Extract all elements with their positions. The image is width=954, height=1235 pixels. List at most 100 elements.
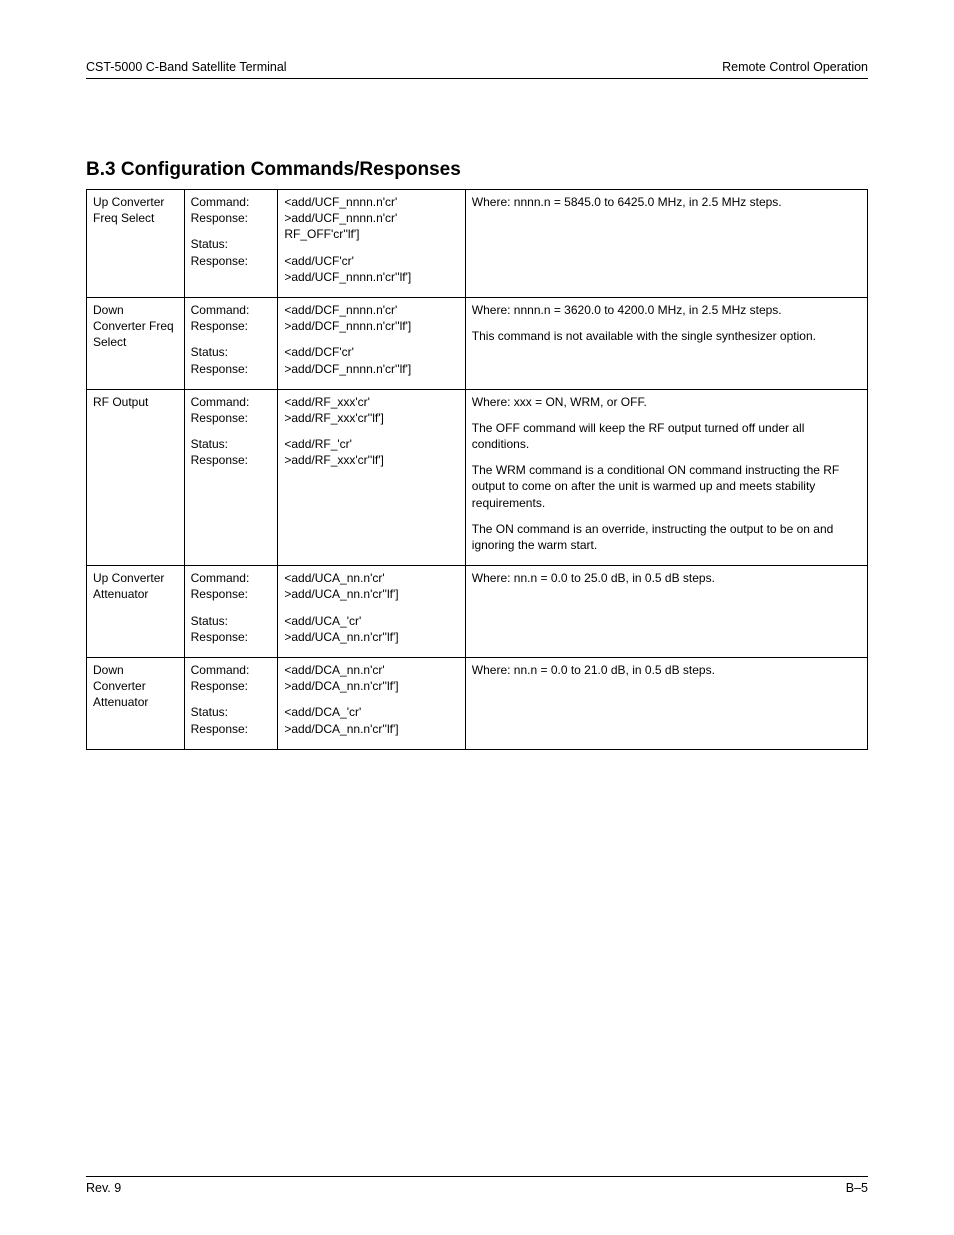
syntax-line: <add/DCA_'cr' — [284, 704, 458, 720]
label-block: Status:Response: — [191, 436, 272, 468]
syntax-block: <add/DCA_nn.n'cr'>add/DCA_nn.n'cr''lf'] — [284, 662, 458, 694]
syntax-block: <add/UCA_'cr'>add/UCA_nn.n'cr''lf'] — [284, 613, 458, 645]
syntax-block: <add/DCA_'cr'>add/DCA_nn.n'cr''lf'] — [284, 704, 458, 736]
row-labels: Command:Response:Status:Response: — [184, 389, 278, 566]
label-line: Response: — [191, 629, 272, 645]
row-description: Where: xxx = ON, WRM, or OFF. The OFF com… — [465, 389, 867, 566]
row-description: Where: nn.n = 0.0 to 21.0 dB, in 0.5 dB … — [465, 657, 867, 749]
label-block: Command:Response: — [191, 662, 272, 694]
label-line: Command: — [191, 570, 272, 586]
label-line: Command: — [191, 394, 272, 410]
table-row: Down Converter Freq SelectCommand:Respon… — [87, 297, 868, 389]
label-block: Status:Response: — [191, 613, 272, 645]
row-syntax: <add/DCF_nnnn.n'cr'>add/DCF_nnnn.n'cr''l… — [278, 297, 465, 389]
row-syntax: <add/UCA_nn.n'cr'>add/UCA_nn.n'cr''lf']<… — [278, 566, 465, 658]
syntax-line: >add/DCF_nnnn.n'cr''lf'] — [284, 361, 458, 377]
label-block: Command:Response: — [191, 194, 272, 226]
description-paragraph: This command is not available with the s… — [472, 328, 861, 344]
description-paragraph: The OFF command will keep the RF output … — [472, 420, 861, 452]
footer-left: Rev. 9 — [86, 1181, 121, 1195]
row-labels: Command:Response:Status:Response: — [184, 190, 278, 298]
syntax-line: <add/UCF'cr' — [284, 253, 458, 269]
footer-rule — [86, 1176, 868, 1177]
syntax-line: >add/RF_xxx'cr''lf'] — [284, 452, 458, 468]
table-row: RF OutputCommand:Response:Status:Respons… — [87, 389, 868, 566]
table-row: Up Converter Freq SelectCommand:Response… — [87, 190, 868, 298]
label-line: Response: — [191, 210, 272, 226]
label-block: Status:Response: — [191, 236, 272, 268]
syntax-block: <add/RF_'cr'>add/RF_xxx'cr''lf'] — [284, 436, 458, 468]
syntax-line: <add/RF_'cr' — [284, 436, 458, 452]
header-rule — [86, 78, 868, 79]
syntax-block: <add/UCF'cr'>add/UCF_nnnn.n'cr''lf'] — [284, 253, 458, 285]
row-name: Up Converter Attenuator — [87, 566, 185, 658]
table-row: Down Converter AttenuatorCommand:Respons… — [87, 657, 868, 749]
label-block: Status:Response: — [191, 704, 272, 736]
syntax-line: RF_OFF'cr''lf'] — [284, 226, 458, 242]
syntax-line: >add/DCF_nnnn.n'cr''lf'] — [284, 318, 458, 334]
label-line: Status: — [191, 704, 272, 720]
label-line: Response: — [191, 678, 272, 694]
page-header: CST-5000 C-Band Satellite Terminal Remot… — [86, 60, 868, 74]
table-row: Up Converter AttenuatorCommand:Response:… — [87, 566, 868, 658]
row-syntax: <add/RF_xxx'cr'>add/RF_xxx'cr''lf']<add/… — [278, 389, 465, 566]
syntax-block: <add/UCA_nn.n'cr'>add/UCA_nn.n'cr''lf'] — [284, 570, 458, 602]
row-name: Up Converter Freq Select — [87, 190, 185, 298]
syntax-line: <add/RF_xxx'cr' — [284, 394, 458, 410]
label-line: Status: — [191, 613, 272, 629]
header-right: Remote Control Operation — [722, 60, 868, 74]
label-block: Command:Response: — [191, 570, 272, 602]
label-line: Response: — [191, 361, 272, 377]
label-block: Command:Response: — [191, 302, 272, 334]
description-paragraph: Where: nnnn.n = 5845.0 to 6425.0 MHz, in… — [472, 194, 861, 210]
description-paragraph: Where: nn.n = 0.0 to 21.0 dB, in 0.5 dB … — [472, 662, 861, 678]
row-labels: Command:Response:Status:Response: — [184, 566, 278, 658]
description-paragraph: The ON command is an override, instructi… — [472, 521, 861, 553]
syntax-block: <add/DCF'cr'>add/DCF_nnnn.n'cr''lf'] — [284, 344, 458, 376]
row-name: RF Output — [87, 389, 185, 566]
page-footer: Rev. 9 B–5 — [86, 1176, 868, 1195]
syntax-line: <add/DCA_nn.n'cr' — [284, 662, 458, 678]
syntax-line: <add/DCF_nnnn.n'cr' — [284, 302, 458, 318]
syntax-line: >add/DCA_nn.n'cr''lf'] — [284, 678, 458, 694]
label-line: Status: — [191, 236, 272, 252]
syntax-line: >add/UCA_nn.n'cr''lf'] — [284, 586, 458, 602]
syntax-line: <add/UCF_nnnn.n'cr' — [284, 194, 458, 210]
row-name: Down Converter Freq Select — [87, 297, 185, 389]
label-block: Status:Response: — [191, 344, 272, 376]
label-line: Command: — [191, 662, 272, 678]
commands-table: Up Converter Freq SelectCommand:Response… — [86, 189, 868, 750]
row-labels: Command:Response:Status:Response: — [184, 297, 278, 389]
row-name: Down Converter Attenuator — [87, 657, 185, 749]
row-syntax: <add/DCA_nn.n'cr'>add/DCA_nn.n'cr''lf']<… — [278, 657, 465, 749]
syntax-line: <add/DCF'cr' — [284, 344, 458, 360]
syntax-block: <add/UCF_nnnn.n'cr'>add/UCF_nnnn.n'cr'RF… — [284, 194, 458, 243]
description-paragraph: The WRM command is a conditional ON comm… — [472, 462, 861, 511]
label-line: Response: — [191, 586, 272, 602]
syntax-line: >add/UCF_nnnn.n'cr' — [284, 210, 458, 226]
description-paragraph: Where: xxx = ON, WRM, or OFF. — [472, 394, 861, 410]
label-line: Response: — [191, 452, 272, 468]
label-line: Response: — [191, 318, 272, 334]
syntax-line: >add/DCA_nn.n'cr''lf'] — [284, 721, 458, 737]
syntax-line: >add/RF_xxx'cr''lf'] — [284, 410, 458, 426]
syntax-line: >add/UCA_nn.n'cr''lf'] — [284, 629, 458, 645]
label-line: Response: — [191, 410, 272, 426]
label-line: Command: — [191, 194, 272, 210]
syntax-line: >add/UCF_nnnn.n'cr''lf'] — [284, 269, 458, 285]
description-paragraph: Where: nnnn.n = 3620.0 to 4200.0 MHz, in… — [472, 302, 861, 318]
label-line: Status: — [191, 344, 272, 360]
row-labels: Command:Response:Status:Response: — [184, 657, 278, 749]
section-title: B.3 Configuration Commands/Responses — [86, 159, 868, 181]
syntax-block: <add/RF_xxx'cr'>add/RF_xxx'cr''lf'] — [284, 394, 458, 426]
row-description: Where: nnnn.n = 5845.0 to 6425.0 MHz, in… — [465, 190, 867, 298]
label-line: Command: — [191, 302, 272, 318]
row-syntax: <add/UCF_nnnn.n'cr'>add/UCF_nnnn.n'cr'RF… — [278, 190, 465, 298]
syntax-line: <add/UCA_nn.n'cr' — [284, 570, 458, 586]
row-description: Where: nnnn.n = 3620.0 to 4200.0 MHz, in… — [465, 297, 867, 389]
syntax-block: <add/DCF_nnnn.n'cr'>add/DCF_nnnn.n'cr''l… — [284, 302, 458, 334]
label-line: Status: — [191, 436, 272, 452]
row-description: Where: nn.n = 0.0 to 25.0 dB, in 0.5 dB … — [465, 566, 867, 658]
header-left: CST-5000 C-Band Satellite Terminal — [86, 60, 287, 74]
syntax-line: <add/UCA_'cr' — [284, 613, 458, 629]
